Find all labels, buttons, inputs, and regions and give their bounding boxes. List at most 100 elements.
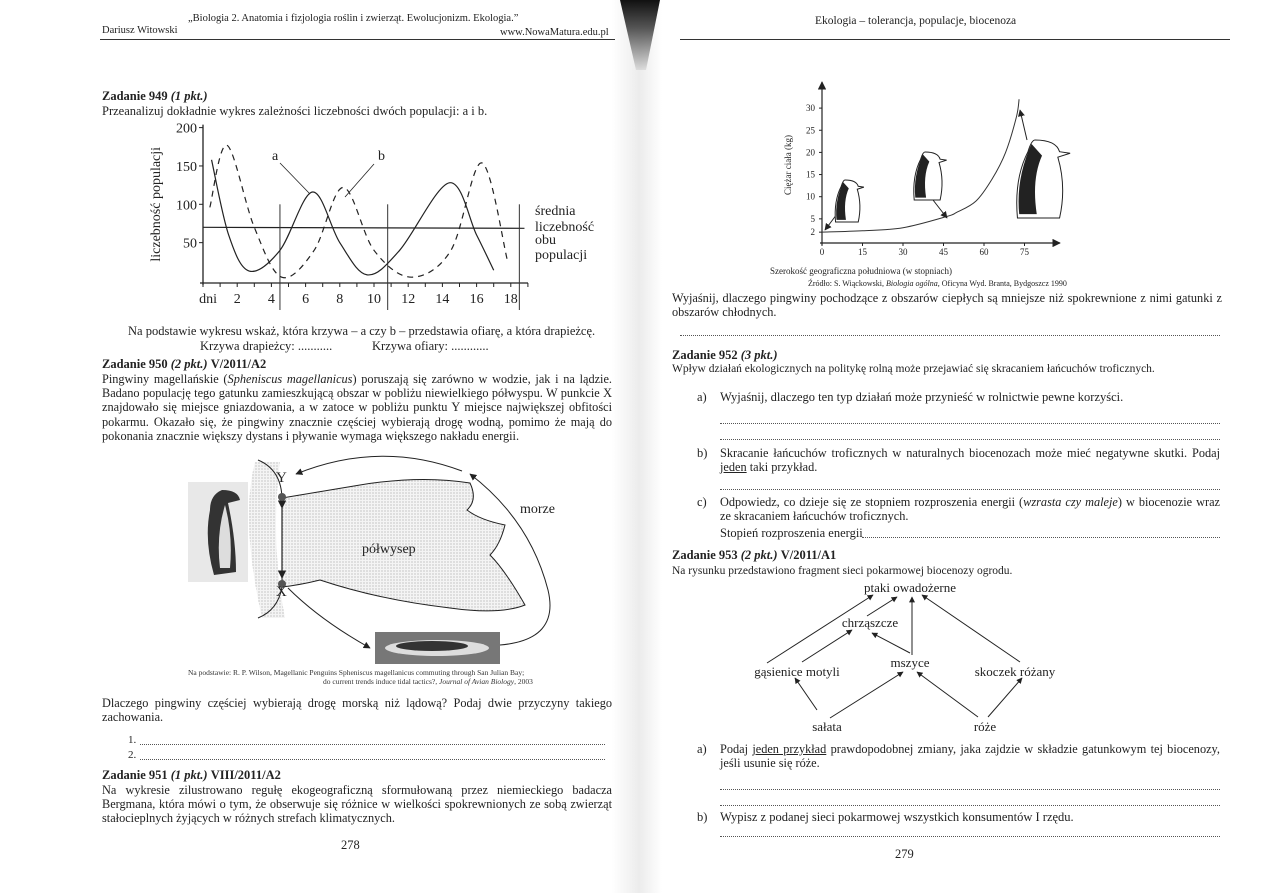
text: do current trends induce tidal tactics?, bbox=[323, 677, 439, 686]
task-points: (3 pkt.) bbox=[740, 348, 778, 362]
arrow-salata-mszyce bbox=[829, 671, 904, 719]
y-tick-label: 10 bbox=[806, 192, 816, 202]
item-marker: a) bbox=[697, 742, 707, 756]
task-points: (2 pkt.) bbox=[740, 548, 778, 562]
x-tick-label: 2 bbox=[234, 292, 241, 307]
y-tick-label: 25 bbox=[806, 125, 816, 135]
pointer-arrow bbox=[932, 199, 948, 219]
emphasis: jeden przykład bbox=[752, 742, 827, 756]
item-marker: b) bbox=[697, 810, 708, 824]
task-953-b-text: Wypisz z podanej sieci pokarmowej wszyst… bbox=[720, 810, 1074, 824]
series-b-line bbox=[209, 144, 508, 279]
mean-line-label-part: obu bbox=[535, 233, 556, 248]
task-952-a-answer-field-2[interactable] bbox=[720, 439, 1220, 440]
x-tick-label: 14 bbox=[435, 292, 449, 307]
x-tick-label: 45 bbox=[939, 247, 949, 257]
x-tick-label: 75 bbox=[1020, 247, 1030, 257]
predator-answer-field[interactable]: Krzywa drapieżcy: ........... bbox=[200, 339, 333, 353]
year: , 2003 bbox=[514, 677, 533, 686]
task-points: (1 pkt.) bbox=[170, 89, 208, 103]
penguin-route-diagram bbox=[188, 455, 551, 664]
x-axis-label: dni bbox=[199, 292, 217, 307]
source-citation-line1: Na podstawie: R. P. Wilson, Magellanic P… bbox=[188, 668, 525, 677]
y-axis-label: Ciężar ciała (kg) bbox=[783, 135, 793, 195]
task-953-a-answer-field[interactable] bbox=[720, 789, 1220, 790]
x-tick-label: 15 bbox=[858, 247, 868, 257]
answer-2-label: 2. bbox=[128, 749, 137, 761]
task-950-question: Dlaczego pingwiny częściej wybierają dro… bbox=[102, 696, 612, 725]
emphasis: jeden bbox=[720, 460, 747, 475]
text: Źródło: S. Wiąckowski, bbox=[808, 279, 886, 288]
task-951-text: Na wykresie zilustrowano regułę ekogeogr… bbox=[102, 783, 612, 826]
text: Podaj bbox=[720, 742, 753, 756]
answer-1-field[interactable] bbox=[140, 744, 605, 745]
x-tick-label: 10 bbox=[367, 292, 381, 307]
y-tick-label: 15 bbox=[806, 170, 816, 180]
coast-shading bbox=[248, 462, 285, 618]
series-a-label: a bbox=[272, 149, 279, 164]
y-tick-label: 5 bbox=[811, 214, 816, 224]
text: Skracanie łańcuchów troficznych w natura… bbox=[720, 446, 1220, 460]
peninsula-label: półwysep bbox=[362, 542, 416, 557]
source-citation-line2: do current trends induce tidal tactics?,… bbox=[323, 677, 533, 686]
population-chart: 50 100 150 200 2 4 6 8 10 12 14 16 18 dni liczebność p… bbox=[149, 122, 594, 310]
book-title: „Biologia 2. Anatomia i fizjologia rośli… bbox=[188, 13, 519, 24]
item-marker: b) bbox=[697, 446, 708, 460]
medium-penguin-icon-back bbox=[914, 154, 930, 198]
task-952-b-text: Skracanie łańcuchów troficznych w natura… bbox=[720, 446, 1220, 474]
energy-dispersion-answer-field[interactable] bbox=[862, 537, 1220, 538]
point-x-marker bbox=[278, 580, 286, 588]
book: Biologia ogólna bbox=[885, 279, 938, 288]
website: www.NowaMatura.edu.pl bbox=[500, 27, 609, 38]
task-952-b-answer-field[interactable] bbox=[720, 489, 1220, 490]
task-952-c-text: Odpowiedz, co dzieje się ze stopniem roz… bbox=[720, 495, 1220, 523]
mean-line-label-part: populacji bbox=[535, 248, 587, 263]
series-a-line bbox=[210, 159, 495, 276]
task-title: Zadanie 952 bbox=[672, 348, 738, 362]
task-949-intro: Przeanalizuj dokładnie wykres zależności… bbox=[102, 104, 488, 118]
y-tick-label: 150 bbox=[176, 160, 197, 175]
node-roze: róże bbox=[974, 719, 997, 734]
journal: Journal of Avian Biology bbox=[439, 677, 515, 686]
task-951-answer-field[interactable] bbox=[680, 335, 1220, 336]
text: taki przykład. bbox=[746, 460, 818, 475]
series-b-leader bbox=[344, 163, 375, 198]
point-y-marker bbox=[278, 493, 286, 501]
energy-dispersion-label: Stopień rozproszenia energii bbox=[720, 526, 863, 540]
series-a-leader bbox=[279, 162, 311, 195]
task-953-a-text: Podaj jeden przykład prawdopodobnej zmia… bbox=[720, 742, 1220, 770]
y-tick-label: 30 bbox=[806, 103, 816, 113]
page-gutter-shadow bbox=[612, 0, 662, 893]
arrow-chrzaszcze-ptaki bbox=[866, 596, 898, 617]
chart2-xlabel: Szerokość geograficzna południowa (w sto… bbox=[770, 266, 952, 276]
node-skoczek: skoczek różany bbox=[975, 664, 1056, 679]
peninsula-shape bbox=[281, 478, 526, 612]
chapter-title: Ekologia – tolerancja, populacje, biocen… bbox=[815, 15, 1017, 27]
large-penguin-icon-back bbox=[1018, 143, 1043, 215]
arrow-gasienice-chrzaszcze bbox=[801, 629, 853, 663]
task-952-a-answer-field[interactable] bbox=[720, 423, 1220, 424]
sea-label: morze bbox=[520, 502, 555, 517]
answer-2-field[interactable] bbox=[140, 759, 605, 760]
task-code: V/2011/A2 bbox=[210, 357, 267, 371]
item-marker: c) bbox=[697, 495, 707, 509]
text: ) poruszają się zarówno w wodzie, jak i … bbox=[102, 372, 612, 443]
header-rule bbox=[680, 39, 1230, 40]
chart2-source: Źródło: S. Wiąckowski, Biologia ogólna, … bbox=[808, 279, 1067, 288]
page-number-left: 278 bbox=[341, 838, 360, 852]
prey-answer-field[interactable]: Krzywa ofiary: ............ bbox=[372, 339, 489, 353]
mean-line bbox=[202, 226, 525, 229]
text: Odpowiedz, co dzieje się ze stopniem roz… bbox=[720, 495, 1024, 509]
task-953-b-answer-field[interactable] bbox=[720, 836, 1220, 837]
x-tick-label: 12 bbox=[401, 292, 415, 307]
task-953-a-answer-field-2[interactable] bbox=[720, 805, 1220, 806]
x-tick-label: 18 bbox=[504, 292, 518, 307]
task-951-heading: Zadanie 951 (1 pkt.) VIII/2011/A2 bbox=[102, 768, 281, 782]
text: prawdopodobnej zmiany, jaka zajdzie w sk… bbox=[720, 742, 1220, 771]
x-tick-label: 8 bbox=[336, 292, 343, 307]
text: ) w biocenozie wraz ze skracaniem łańcuc… bbox=[720, 495, 1220, 524]
task-points: (2 pkt.) bbox=[170, 357, 208, 371]
task-949-heading: Zadanie 949 (1 pkt.) bbox=[102, 89, 208, 103]
task-title: Zadanie 949 bbox=[102, 89, 168, 103]
